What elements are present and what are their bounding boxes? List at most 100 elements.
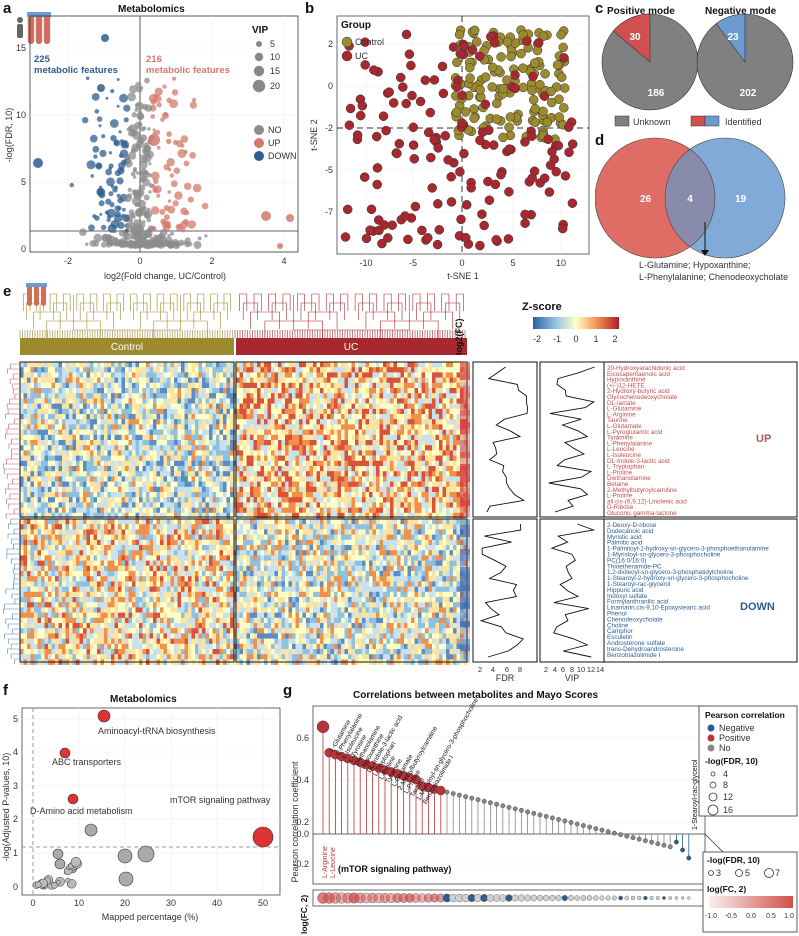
heatmap-cell xyxy=(435,512,440,519)
heatmap-cell xyxy=(128,362,133,368)
vip-legend-title: VIP xyxy=(252,25,268,36)
heatmap-cell xyxy=(379,372,384,378)
row-dendrogram-branch xyxy=(6,548,19,554)
legend-up: UP xyxy=(268,138,281,148)
heatmap-cell xyxy=(41,367,45,373)
heatmap-cell xyxy=(239,492,244,498)
heatmap-cell xyxy=(295,460,300,467)
heatmap-cell xyxy=(383,502,387,508)
heatmap-cell xyxy=(202,382,206,389)
heatmap-cell xyxy=(223,382,227,389)
heatmap-cell xyxy=(107,471,112,477)
heatmap-cell xyxy=(418,362,422,368)
heatmap-cell xyxy=(111,502,115,508)
heatmap-cell xyxy=(456,408,461,415)
heatmap-cell xyxy=(212,497,217,503)
heatmap-cell xyxy=(376,388,380,394)
heatmap-cell xyxy=(334,455,338,462)
heatmap-cell xyxy=(313,440,317,446)
heatmap-cell xyxy=(323,481,328,488)
heatmap-cell xyxy=(212,440,217,446)
heatmap-cell xyxy=(216,519,220,525)
heatmap-cell xyxy=(149,377,154,384)
heatmap-cell xyxy=(142,507,147,514)
volcano-point xyxy=(187,196,194,203)
heatmap-cell xyxy=(160,424,164,430)
heatmap-cell xyxy=(44,424,49,430)
heatmap-cell xyxy=(414,460,419,467)
heatmap-cell xyxy=(51,445,56,451)
heatmap-cell xyxy=(344,502,349,508)
heatmap-cell xyxy=(239,476,244,482)
heatmap-cell xyxy=(209,507,213,514)
tsne-point-uc xyxy=(345,103,356,114)
volcano-point xyxy=(178,239,185,246)
heatmap-cell xyxy=(184,481,189,488)
heatmap-cell xyxy=(114,398,119,404)
heatmap-cell xyxy=(202,460,206,467)
heatmap-cell xyxy=(86,512,91,519)
dendrogram-branch xyxy=(383,293,392,311)
tsne-legend-title: Group xyxy=(341,20,371,31)
heatmap-cell xyxy=(79,497,84,503)
heatmap-cell xyxy=(118,367,122,373)
heatmap-cell xyxy=(309,362,314,368)
heatmap-cell xyxy=(111,434,115,441)
heatmap-cell xyxy=(65,450,70,456)
heatmap-cell xyxy=(341,492,345,498)
heatmap-cell xyxy=(142,502,147,508)
heatmap-cell xyxy=(348,455,352,462)
heatmap-cell xyxy=(30,414,35,420)
heatmap-cell xyxy=(65,362,70,368)
volcano-point xyxy=(94,109,100,114)
heatmap-cell xyxy=(149,382,154,389)
heatmap-cell xyxy=(177,481,182,488)
heatmap-cell xyxy=(362,486,366,493)
heatmap-cell xyxy=(404,372,408,378)
volcano-point xyxy=(105,96,109,100)
volcano-point xyxy=(168,241,176,249)
heatmap-cell xyxy=(362,460,366,467)
heatmap-cell xyxy=(27,471,31,477)
heatmap-cell xyxy=(44,512,49,519)
tsne-point-uc xyxy=(406,60,416,71)
heatmap-cell xyxy=(177,414,182,420)
heatmap-cell xyxy=(274,512,279,519)
heatmap-cell xyxy=(160,445,164,451)
volcano-point xyxy=(140,222,146,228)
heatmap-cell xyxy=(107,460,112,467)
heatmap-cell xyxy=(212,408,217,415)
heatmap-cell xyxy=(41,476,45,482)
heatmap-cell xyxy=(128,414,133,420)
heatmap-cell xyxy=(62,466,66,472)
heatmap-cell xyxy=(264,362,268,368)
heatmap-cell xyxy=(400,419,405,425)
heatmap-cell xyxy=(34,414,38,420)
heatmap-cell xyxy=(100,393,105,399)
heatmap-cell xyxy=(369,377,373,384)
heatmap-cell xyxy=(55,429,59,436)
heatmap-cell xyxy=(51,362,56,368)
heatmap-cell xyxy=(379,512,384,519)
heatmap-cell xyxy=(156,502,161,508)
heatmap-cell xyxy=(372,424,377,430)
heatmap-cell xyxy=(37,486,42,493)
heatmap-cell xyxy=(386,367,391,373)
heatmap-cell xyxy=(149,403,154,410)
heatmap-cell xyxy=(292,377,296,384)
heatmap-cell xyxy=(358,398,363,404)
heatmap-cell xyxy=(428,434,433,441)
heatmap-cell xyxy=(174,393,178,399)
heatmap-cell xyxy=(104,424,108,430)
heatmap-cell xyxy=(295,388,300,394)
heatmap-cell xyxy=(139,393,143,399)
heatmap-cell xyxy=(219,460,224,467)
heatmap-cell xyxy=(295,471,300,477)
heatmap-cell xyxy=(362,455,366,462)
heatmap-cell xyxy=(86,362,91,368)
heatmap-cell xyxy=(257,502,261,508)
heatmap-cell xyxy=(48,362,52,368)
heatmap-cell xyxy=(209,372,213,378)
heatmap-cell xyxy=(271,377,275,384)
heatmap-cell xyxy=(393,429,398,436)
